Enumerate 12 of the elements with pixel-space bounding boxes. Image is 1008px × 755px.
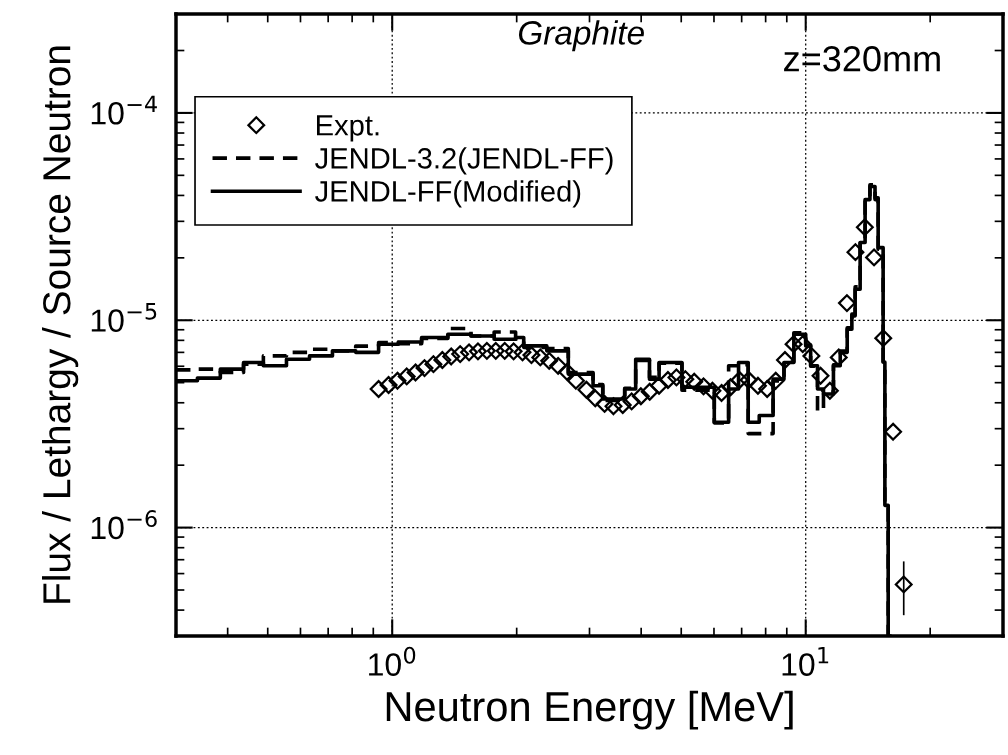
x-axis-title: Neutron Energy [MeV] xyxy=(386,690,793,730)
y-tick-label: 10$^{−5}$ xyxy=(91,303,157,332)
x-tick-label: 10$^{1}$ xyxy=(782,647,829,676)
y-axis-title: Flux / Lethargy / Source Neutron xyxy=(42,46,79,603)
annotation: z=320mm xyxy=(784,46,940,72)
x-tick-label: 10$^{0}$ xyxy=(369,646,416,676)
legend-label: Expt. xyxy=(317,115,379,142)
y-tick-label: 10$^{−4}$ xyxy=(91,95,157,125)
y-tick-label: 10$^{−6}$ xyxy=(91,510,157,540)
legend-label: JENDL-FF(Modified) xyxy=(315,180,581,208)
annotation: Graphite xyxy=(518,20,644,52)
legend-label: JENDL-3.2(JENDL-FF) xyxy=(315,147,613,175)
